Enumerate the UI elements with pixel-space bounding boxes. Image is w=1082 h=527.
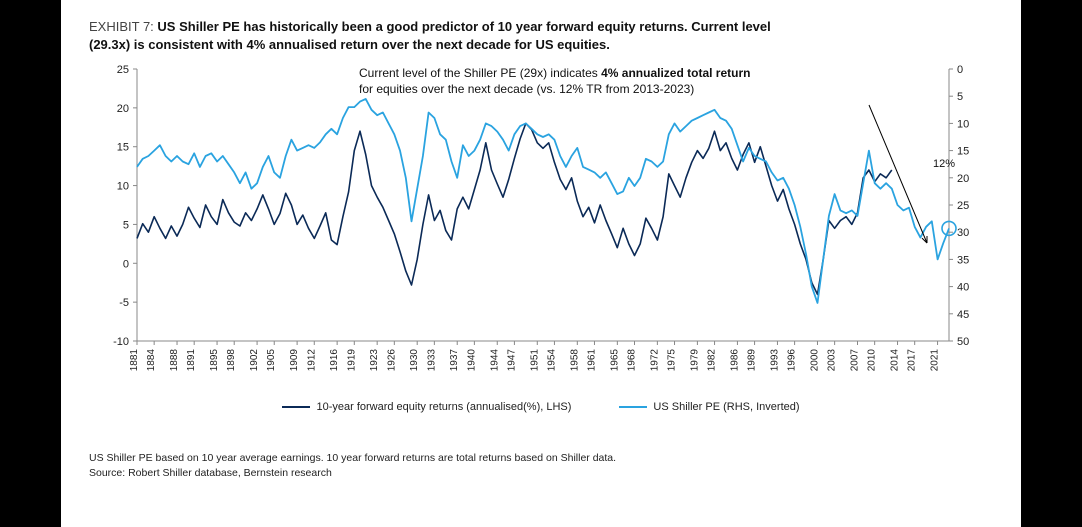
svg-text:1888: 1888: [169, 349, 180, 372]
svg-text:1972: 1972: [649, 349, 660, 372]
svg-text:1968: 1968: [626, 349, 637, 372]
legend-item-returns: 10-year forward equity returns (annualis…: [282, 401, 571, 413]
svg-text:0: 0: [957, 64, 963, 76]
svg-text:1898: 1898: [226, 349, 237, 372]
chart-svg: -10 -5 0 5 10 15 20 25 0 5 10 15 20 25 30 35 40 45 50 1881 1…: [89, 59, 993, 399]
svg-text:5: 5: [957, 91, 963, 103]
svg-text:1951: 1951: [529, 349, 540, 372]
svg-text:35: 35: [957, 254, 969, 266]
exhibit-title: EXHIBIT 7: US Shiller PE has historicall…: [89, 18, 993, 53]
chart-legend: 10-year forward equity returns (annualis…: [89, 401, 993, 413]
svg-text:50: 50: [957, 336, 969, 348]
svg-text:1961: 1961: [586, 349, 597, 372]
svg-text:-10: -10: [113, 336, 129, 348]
svg-text:2014: 2014: [890, 349, 901, 372]
chart-container: Current level of the Shiller PE (29x) in…: [89, 59, 993, 439]
svg-text:1895: 1895: [209, 349, 220, 372]
svg-text:1919: 1919: [346, 349, 357, 372]
footnote-line-2: Source: Robert Shiller database, Bernste…: [89, 466, 993, 481]
svg-text:1975: 1975: [667, 349, 678, 372]
svg-text:1884: 1884: [146, 349, 157, 372]
svg-text:1881: 1881: [129, 349, 140, 372]
svg-text:1930: 1930: [409, 349, 420, 372]
svg-text:2000: 2000: [809, 349, 820, 372]
svg-text:1993: 1993: [769, 349, 780, 372]
svg-text:30: 30: [957, 227, 969, 239]
title-line-1: US Shiller PE has historically been a go…: [157, 19, 770, 34]
svg-text:2007: 2007: [850, 349, 861, 372]
svg-text:1902: 1902: [249, 349, 260, 372]
legend-swatch-returns: [282, 406, 310, 408]
chart-annotation: Current level of the Shiller PE (29x) in…: [359, 65, 889, 97]
svg-text:1944: 1944: [489, 349, 500, 372]
svg-text:1989: 1989: [747, 349, 758, 372]
svg-text:1996: 1996: [787, 349, 798, 372]
svg-text:2003: 2003: [827, 349, 838, 372]
svg-text:2021: 2021: [930, 349, 941, 372]
svg-text:1912: 1912: [306, 349, 317, 372]
exhibit-number: EXHIBIT 7:: [89, 19, 154, 34]
svg-text:25: 25: [117, 64, 129, 76]
svg-text:1958: 1958: [569, 349, 580, 372]
svg-text:1954: 1954: [546, 349, 557, 372]
svg-text:12%: 12%: [933, 158, 955, 170]
svg-text:2017: 2017: [907, 349, 918, 372]
svg-text:40: 40: [957, 282, 969, 294]
footnote: US Shiller PE based on 10 year average e…: [89, 451, 993, 480]
svg-text:1909: 1909: [289, 349, 300, 372]
svg-text:1905: 1905: [266, 349, 277, 372]
svg-text:1891: 1891: [186, 349, 197, 372]
svg-text:20: 20: [957, 173, 969, 185]
svg-text:-5: -5: [119, 297, 129, 309]
svg-text:1940: 1940: [466, 349, 477, 372]
legend-item-pe: US Shiller PE (RHS, Inverted): [619, 401, 799, 413]
title-line-2: (29.3x) is consistent with 4% annualised…: [89, 37, 610, 52]
svg-text:45: 45: [957, 309, 969, 321]
svg-text:20: 20: [117, 103, 129, 115]
svg-text:1933: 1933: [426, 349, 437, 372]
svg-text:5: 5: [123, 220, 129, 232]
svg-text:1982: 1982: [707, 349, 718, 372]
svg-text:15: 15: [957, 146, 969, 158]
svg-text:1979: 1979: [689, 349, 700, 372]
svg-text:1916: 1916: [329, 349, 340, 372]
exhibit-panel: EXHIBIT 7: US Shiller PE has historicall…: [61, 0, 1021, 527]
footnote-line-1: US Shiller PE based on 10 year average e…: [89, 451, 993, 466]
svg-text:0: 0: [123, 258, 129, 270]
svg-text:2010: 2010: [867, 349, 878, 372]
svg-text:15: 15: [117, 142, 129, 154]
svg-text:1926: 1926: [386, 349, 397, 372]
svg-text:10: 10: [117, 181, 129, 193]
svg-text:1947: 1947: [506, 349, 517, 372]
svg-text:1937: 1937: [449, 349, 460, 372]
svg-text:1923: 1923: [369, 349, 380, 372]
legend-swatch-pe: [619, 406, 647, 408]
svg-text:1965: 1965: [609, 349, 620, 372]
svg-text:1986: 1986: [729, 349, 740, 372]
svg-text:10: 10: [957, 118, 969, 130]
svg-text:25: 25: [957, 200, 969, 212]
